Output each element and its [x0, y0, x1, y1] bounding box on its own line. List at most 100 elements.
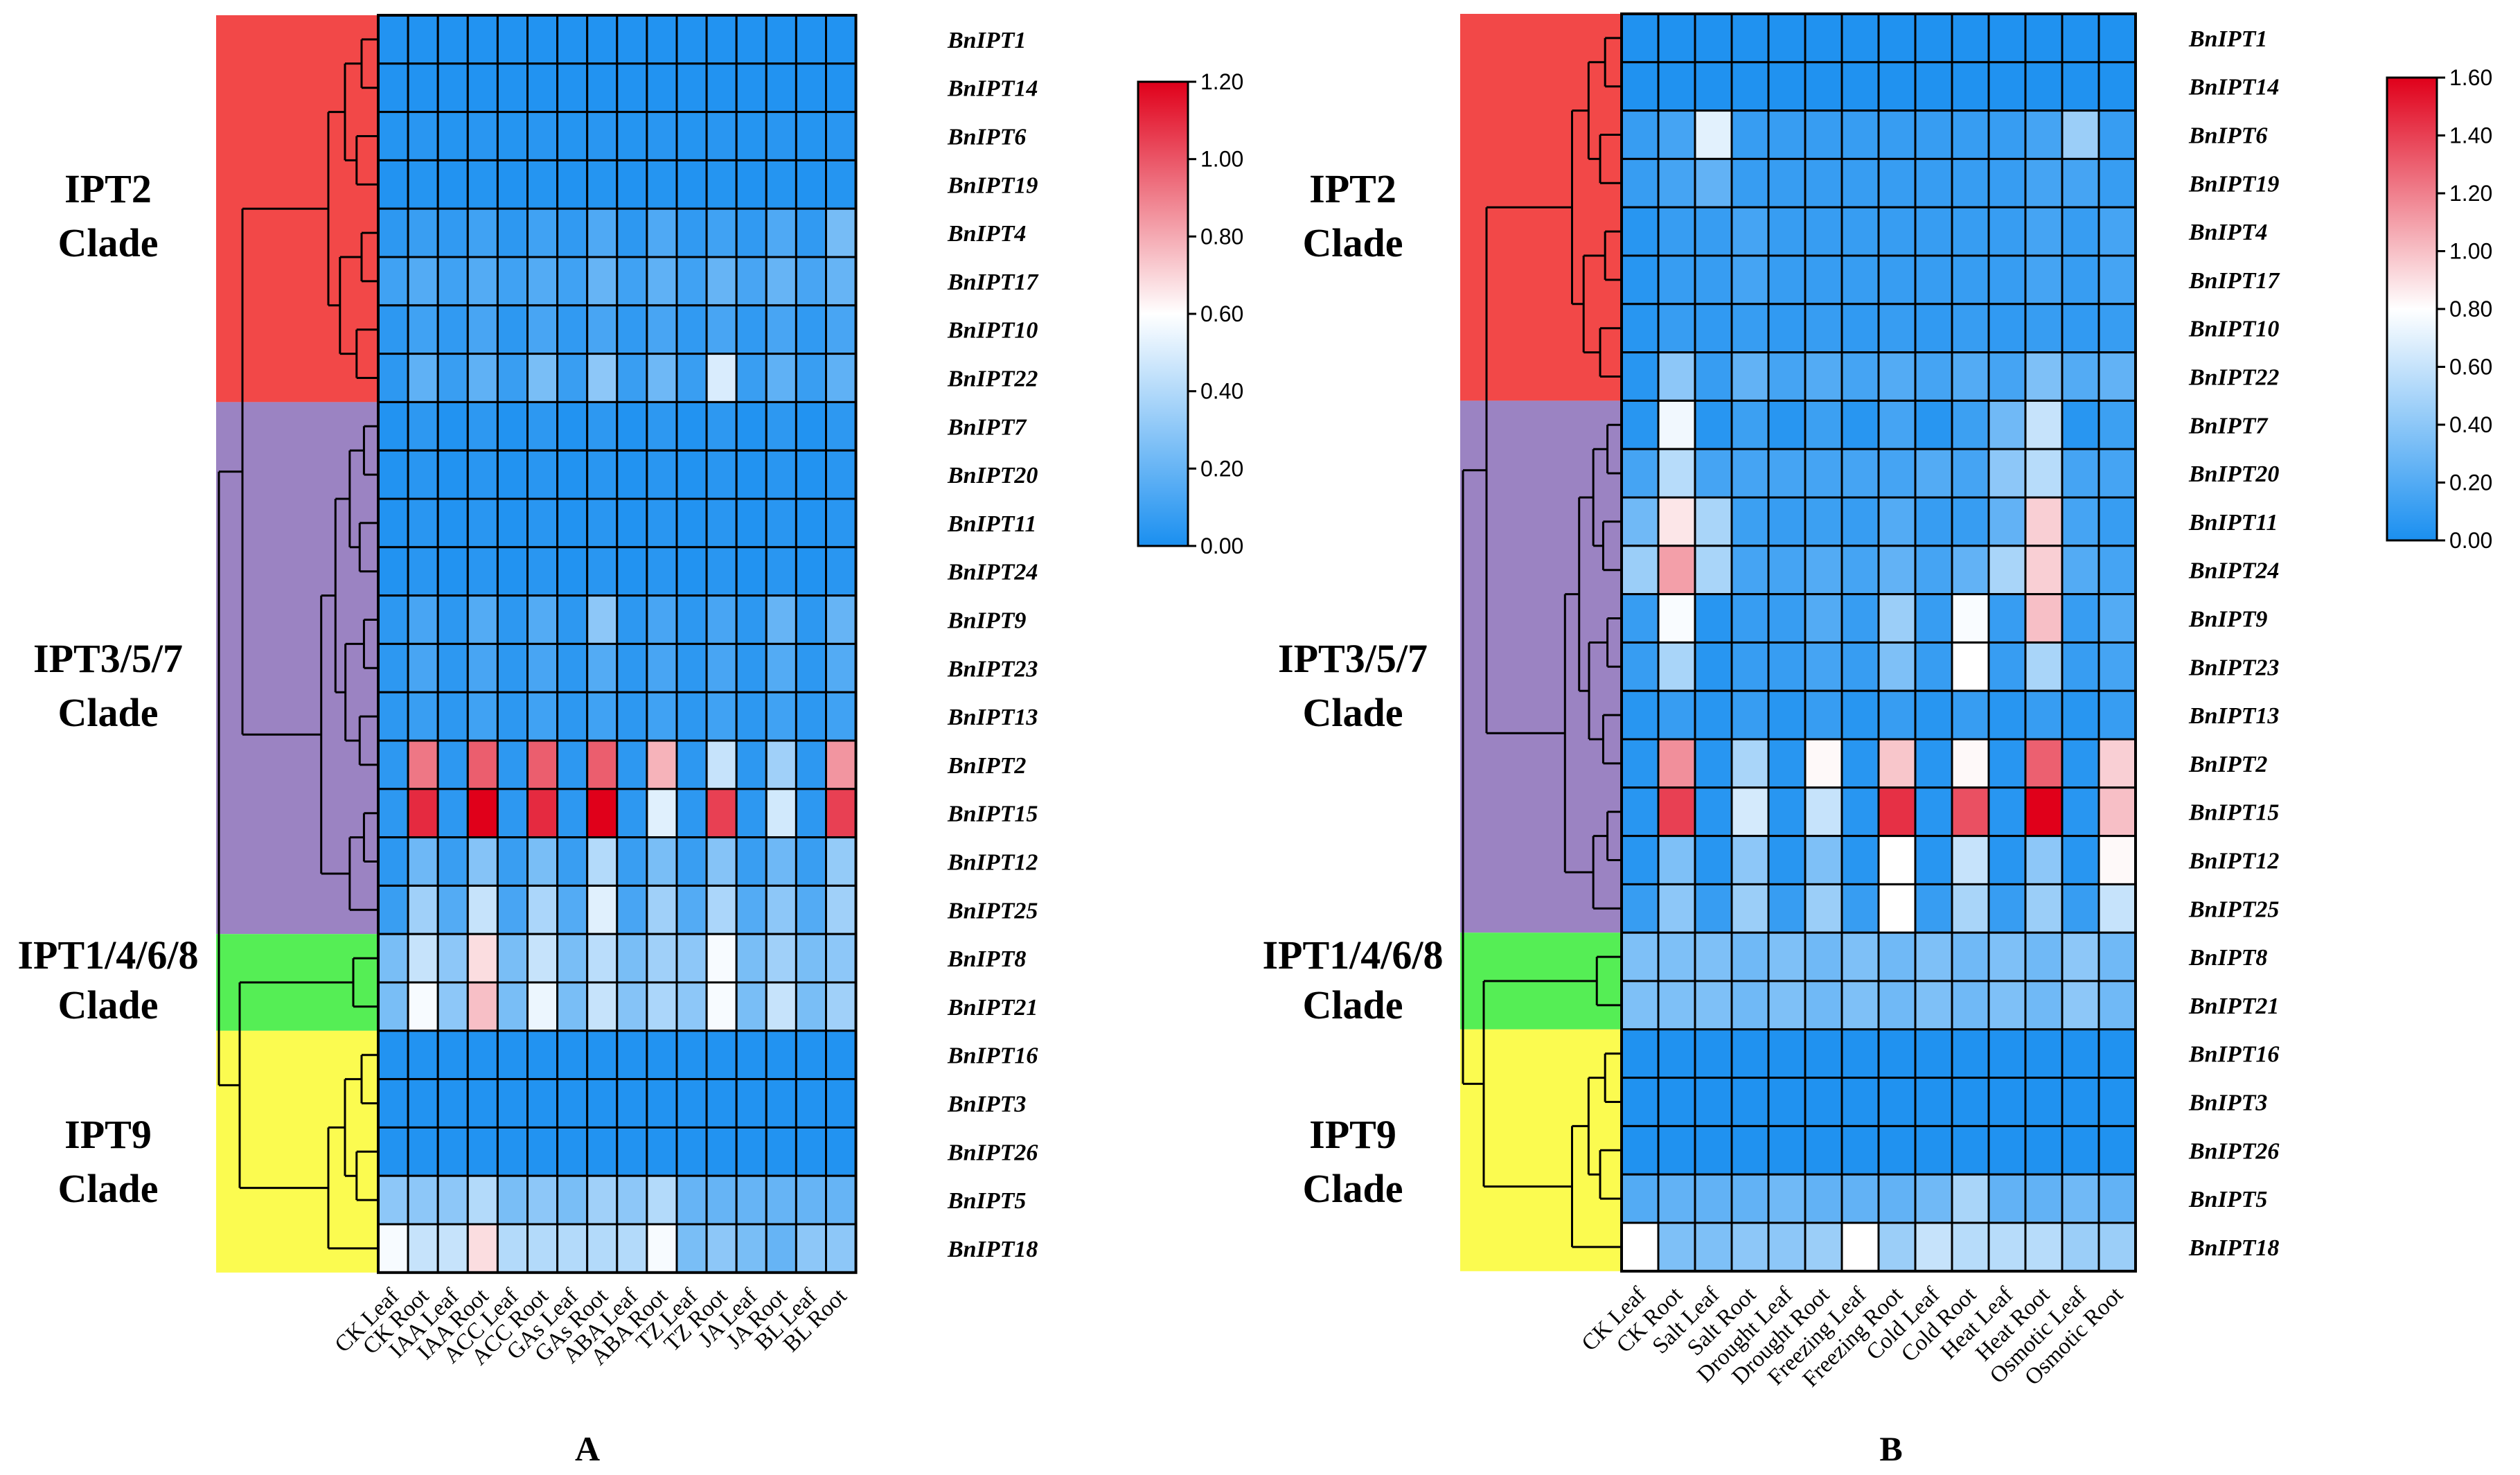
heatmap-cell	[646, 111, 678, 161]
heatmap-cell	[1877, 545, 1917, 596]
heatmap-cell	[1877, 689, 1917, 741]
heatmap-cell	[2061, 1124, 2100, 1176]
heatmap-cell	[646, 1174, 678, 1226]
heatmap-cell	[1657, 1221, 1696, 1273]
heatmap-cell	[1804, 931, 1843, 982]
row-label: BnIPT21	[2188, 993, 2279, 1019]
heatmap-cell	[1951, 1221, 1990, 1273]
heatmap-cell	[407, 1223, 439, 1274]
heatmap-cell	[586, 62, 619, 114]
heatmap-cell	[795, 1078, 828, 1129]
heatmap-cell	[407, 14, 439, 65]
row-label: BnIPT22	[2188, 365, 2279, 391]
heatmap-cell	[2024, 254, 2064, 306]
clade-label: Clade	[58, 220, 159, 265]
heatmap-cell	[1877, 835, 1917, 885]
heatmap-cell	[436, 933, 469, 984]
heatmap-cell	[765, 159, 797, 210]
heatmap-cell	[1694, 157, 1733, 209]
heatmap-cell	[1730, 448, 1770, 499]
heatmap-cell	[825, 497, 858, 549]
heatmap-cell	[377, 207, 409, 258]
row-label: BnIPT11	[2188, 510, 2278, 536]
heatmap-cell	[2024, 12, 2064, 64]
heatmap-cell	[1657, 351, 1696, 402]
heatmap-cell	[526, 691, 559, 742]
clade-label: IPT2	[64, 166, 152, 211]
heatmap-cell	[825, 981, 858, 1032]
heatmap-cell	[407, 304, 439, 355]
heatmap-cell	[586, 546, 619, 597]
heatmap-cell	[1914, 1221, 1953, 1273]
row-label: BnIPT15	[947, 802, 1038, 827]
clade-label: IPT9	[1309, 1112, 1396, 1157]
heatmap-cell	[1694, 496, 1733, 547]
heatmap-cell	[466, 642, 499, 694]
heatmap-cell	[377, 981, 409, 1032]
heatmap-cell	[1877, 883, 1917, 934]
heatmap-cell	[1694, 109, 1733, 160]
heatmap-cell	[436, 14, 469, 65]
heatmap-cell	[496, 159, 529, 210]
heatmap-cell	[616, 836, 648, 887]
heatmap-cell	[1840, 109, 1880, 160]
heatmap-cell	[1987, 12, 2027, 64]
heatmap-cell	[675, 981, 708, 1032]
heatmap-cell	[407, 739, 439, 791]
heatmap-cell	[586, 353, 619, 403]
heatmap-cell	[526, 304, 559, 355]
heatmap-cell	[407, 836, 439, 887]
heatmap-cell	[646, 256, 678, 307]
heatmap-cell	[1951, 206, 1990, 257]
heatmap-cell	[556, 1078, 589, 1129]
heatmap-cell	[1914, 1077, 1953, 1127]
heatmap-cell	[526, 884, 559, 935]
heatmap-cell	[466, 353, 499, 403]
heatmap-cell	[466, 933, 499, 984]
heatmap-cell	[1620, 883, 1660, 934]
heatmap-cell	[2097, 593, 2137, 644]
colorbar-tick-label: 0.20	[1200, 456, 1243, 481]
row-label: BnIPT24	[947, 560, 1038, 585]
heatmap-cell	[2097, 206, 2137, 257]
heatmap-cell	[436, 159, 469, 210]
heatmap-cell	[1951, 593, 1990, 644]
heatmap-cell	[1767, 1028, 1807, 1079]
heatmap-cell	[377, 1126, 409, 1177]
heatmap-cell	[466, 1030, 499, 1081]
row-label: BnIPT13	[2188, 703, 2279, 729]
heatmap-cell	[795, 1223, 828, 1274]
heatmap-cell	[2061, 399, 2100, 450]
heatmap-cell	[2061, 835, 2100, 885]
heatmap-cell	[407, 884, 439, 935]
heatmap-cell	[1987, 738, 2027, 789]
heatmap-cell	[1987, 883, 2027, 934]
heatmap-cell	[1877, 1124, 1917, 1176]
heatmap-cell	[616, 1174, 648, 1226]
heatmap-cell	[556, 836, 589, 887]
heatmap-cell	[646, 1223, 678, 1274]
heatmap-cell	[1767, 786, 1807, 838]
heatmap-cell	[1840, 351, 1880, 402]
heatmap-cell	[735, 207, 767, 258]
heatmap-cell	[675, 111, 708, 161]
heatmap-cell	[1620, 351, 1660, 402]
heatmap-cell	[1804, 12, 1843, 64]
colorbar-tick-label: 1.20	[2449, 181, 2492, 206]
heatmap-cell	[825, 1030, 858, 1081]
heatmap-cell	[1804, 545, 1843, 596]
heatmap-cell	[1730, 1077, 1770, 1127]
heatmap-cell	[1657, 254, 1696, 306]
heatmap-cell	[1730, 303, 1770, 354]
heatmap-cell	[765, 400, 797, 452]
heatmap-cell	[496, 884, 529, 935]
heatmap-cell	[795, 1030, 828, 1081]
heatmap-cell	[1951, 1077, 1990, 1127]
heatmap-cell	[556, 788, 589, 839]
heatmap-cell	[2097, 835, 2137, 885]
heatmap-cell	[2097, 61, 2137, 112]
heatmap-cell	[556, 1223, 589, 1274]
heatmap-cell	[825, 836, 858, 887]
heatmap-cell	[466, 594, 499, 645]
heatmap-cell	[795, 449, 828, 500]
